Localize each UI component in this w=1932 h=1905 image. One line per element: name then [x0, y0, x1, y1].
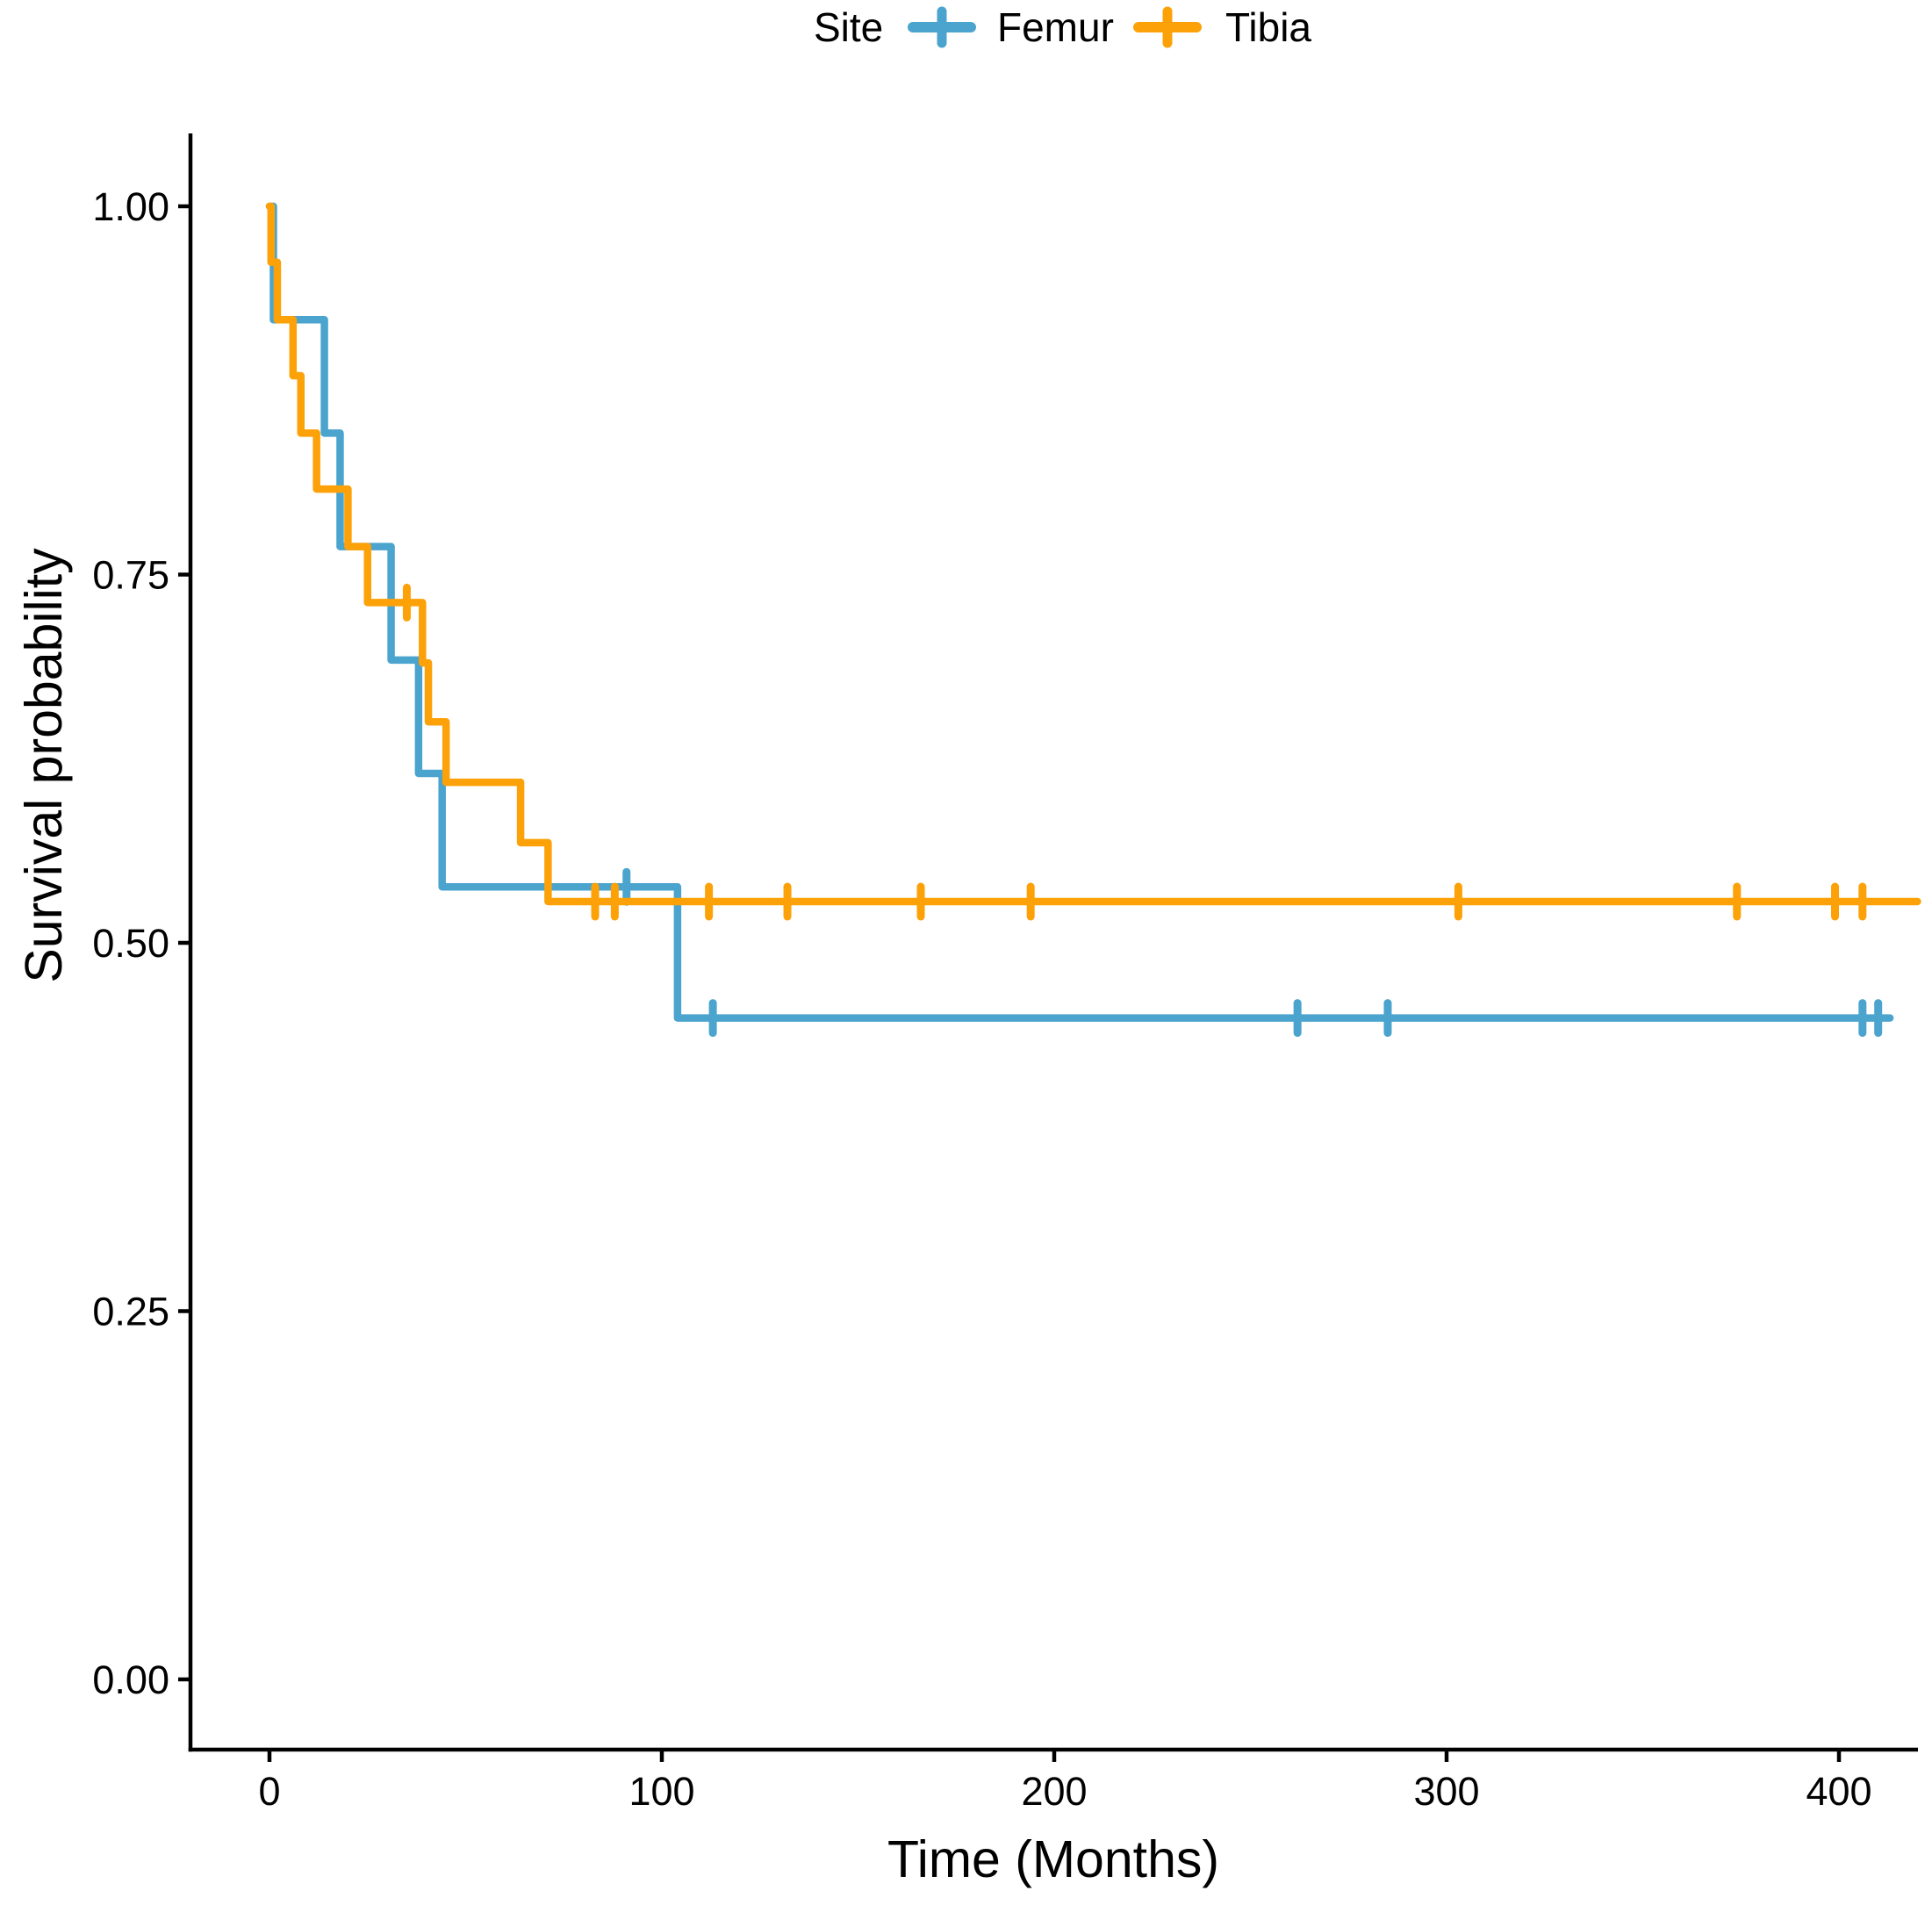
y-tick-label: 0.25	[92, 1290, 169, 1334]
y-axis-title: Survival probability	[15, 548, 73, 983]
y-tick-label: 0.75	[92, 553, 169, 598]
legend-label-femur: Femur	[997, 4, 1114, 50]
y-tick-label: 1.00	[92, 184, 169, 229]
legend-label-tibia: Tibia	[1225, 4, 1311, 50]
x-tick-label: 0	[258, 1769, 280, 1814]
x-tick-label: 300	[1413, 1769, 1479, 1814]
y-tick-label: 0.50	[92, 921, 169, 966]
x-tick-label: 200	[1021, 1769, 1087, 1814]
legend-item-femur: Femur	[908, 4, 1114, 50]
legend-item-tibia: Tibia	[1133, 4, 1311, 50]
femur-curve	[265, 202, 1894, 1022]
axes: 0.00 0.25 0.50 0.75 1.00 0 100 200 300 400	[92, 133, 1918, 1814]
x-tick-label: 400	[1806, 1769, 1871, 1814]
legend-title: Site	[814, 4, 883, 50]
survival-curves	[265, 202, 1921, 1038]
legend: Site Femur Tibia	[814, 4, 1311, 50]
x-tick-label: 100	[628, 1769, 694, 1814]
y-tick-label: 0.00	[92, 1657, 169, 1702]
x-axis-title: Time (Months)	[887, 1830, 1219, 1888]
tibia-curve	[265, 202, 1921, 906]
